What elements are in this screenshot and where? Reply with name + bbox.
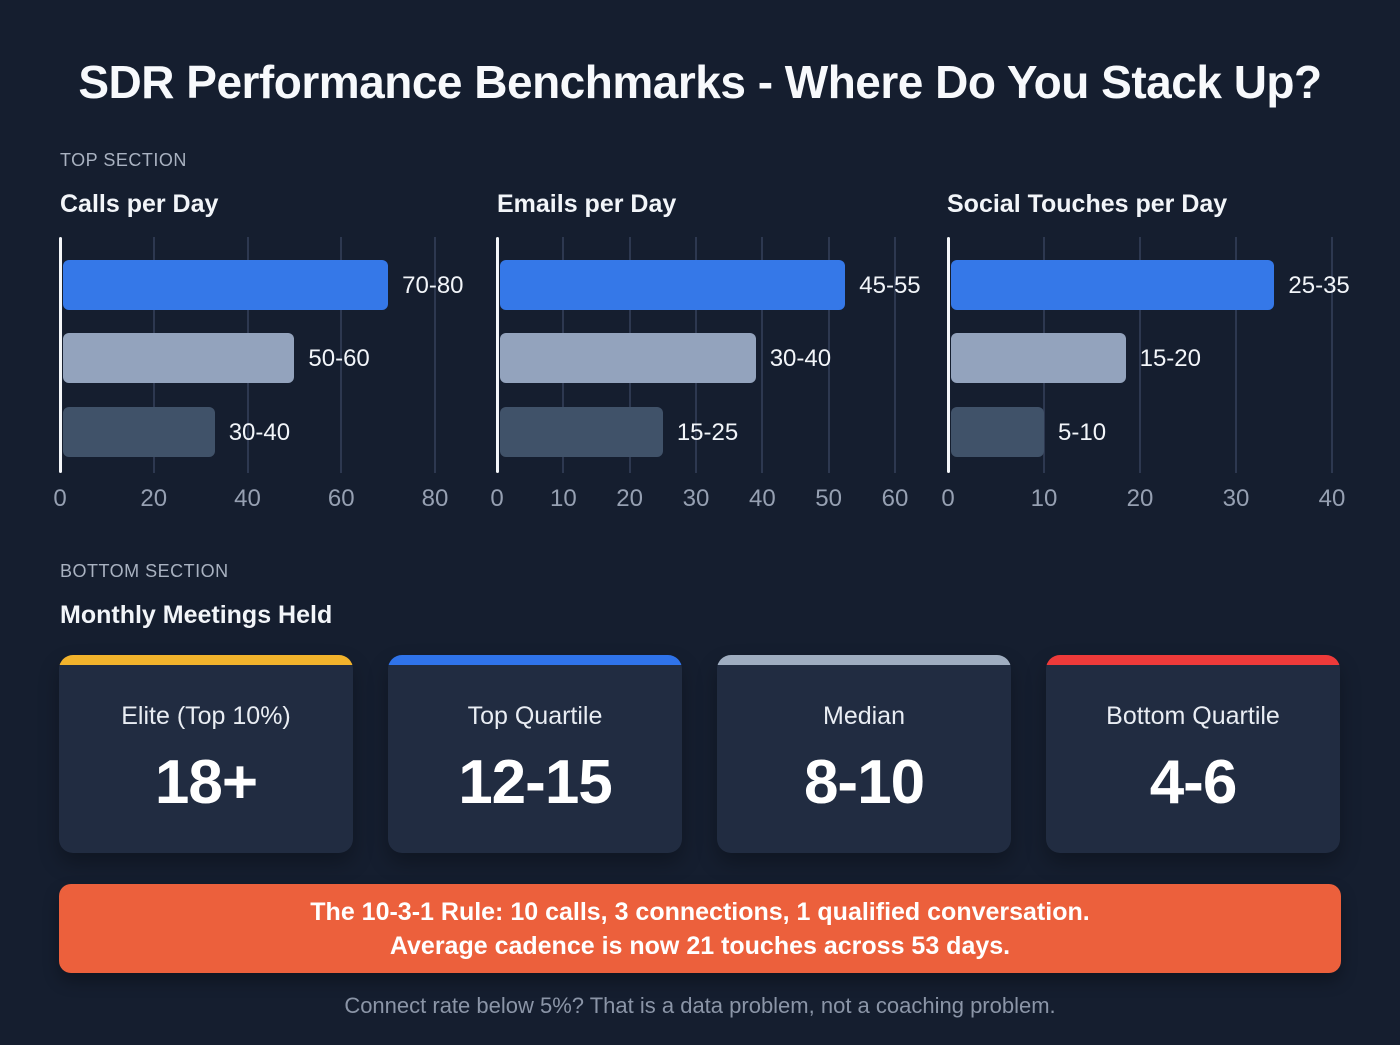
chart-plot-area: 0 20 40 60 80 70-80 50-60 30-40 bbox=[53, 237, 464, 512]
axis-tick-label: 0 bbox=[490, 485, 504, 512]
gridline bbox=[1139, 237, 1141, 473]
banner-line-1: The 10-3-1 Rule: 10 calls, 3 connections… bbox=[310, 897, 1090, 926]
axis-tick-label: 20 bbox=[616, 485, 644, 512]
bar bbox=[63, 407, 215, 457]
card-value: 12-15 bbox=[458, 748, 613, 817]
meetings-cards-row: Elite (Top 10%) 18+ Top Quartile 12-15 M… bbox=[59, 655, 1341, 853]
gridline bbox=[1235, 237, 1237, 473]
axis-tick-label: 30 bbox=[1222, 485, 1250, 512]
bar bbox=[500, 260, 846, 310]
axis-tick-label: 0 bbox=[941, 485, 955, 512]
bar-value-label: 30-40 bbox=[228, 419, 291, 446]
gridline bbox=[1331, 237, 1333, 473]
card-top-quartile: Top Quartile 12-15 bbox=[388, 655, 682, 853]
axis-tick-label: 40 bbox=[1318, 485, 1346, 512]
chart-title: Calls per Day bbox=[60, 190, 219, 218]
card-label: Bottom Quartile bbox=[1106, 702, 1280, 730]
bar bbox=[500, 333, 756, 383]
chart-emails-per-day: Emails per Day 0 10 20 30 40 50 60 45-55 30-40 15… bbox=[490, 190, 920, 512]
bar-value-label: 15-20 bbox=[1139, 345, 1201, 372]
gridline bbox=[827, 237, 830, 473]
card-median: Median 8-10 bbox=[717, 655, 1011, 853]
card-accent-strip bbox=[1046, 655, 1340, 665]
page-title: SDR Performance Benchmarks - Where Do Yo… bbox=[78, 56, 1322, 108]
chart-plot-area: 0 10 20 30 40 25-35 15-20 5-10 bbox=[941, 237, 1350, 512]
y-axis-line bbox=[947, 237, 950, 473]
gridline bbox=[340, 237, 343, 473]
axis-tick-label: 60 bbox=[327, 485, 355, 512]
card-bottom-quartile: Bottom Quartile 4-6 bbox=[1046, 655, 1340, 853]
card-label: Top Quartile bbox=[467, 702, 603, 730]
bar bbox=[63, 260, 389, 310]
bottom-heading: Monthly Meetings Held bbox=[60, 601, 333, 629]
axis-tick-label: 40 bbox=[234, 485, 261, 512]
axis-tick-label: 0 bbox=[53, 485, 67, 512]
chart-plot-area: 0 10 20 30 40 50 60 45-55 30-40 15-25 bbox=[490, 237, 921, 512]
gridline bbox=[761, 237, 764, 473]
chart-calls-per-day: Calls per Day 0 20 40 60 80 70-80 50-60 30-40 bbox=[53, 190, 463, 512]
bar-value-label: 30-40 bbox=[769, 345, 832, 372]
axis-tick-label: 20 bbox=[1126, 485, 1154, 512]
rule-banner: The 10-3-1 Rule: 10 calls, 3 connections… bbox=[59, 884, 1341, 973]
axis-tick-label: 30 bbox=[682, 485, 710, 512]
axis-tick-label: 20 bbox=[140, 485, 168, 512]
card-value: 4-6 bbox=[1149, 748, 1238, 817]
bar bbox=[951, 333, 1126, 383]
card-accent-strip bbox=[717, 655, 1011, 665]
banner-line-2: Average cadence is now 21 touches across… bbox=[389, 931, 1011, 960]
bar-value-label: 50-60 bbox=[308, 345, 370, 372]
axis-tick-label: 50 bbox=[815, 485, 843, 512]
card-value: 8-10 bbox=[803, 748, 925, 817]
card-value: 18+ bbox=[154, 748, 258, 817]
bar-value-label: 5-10 bbox=[1058, 419, 1107, 446]
bar bbox=[63, 333, 295, 383]
y-axis-line bbox=[496, 237, 499, 473]
card-elite: Elite (Top 10%) 18+ bbox=[59, 655, 353, 853]
chart-title: Social Touches per Day bbox=[947, 190, 1228, 218]
chart-social-touches-per-day: Social Touches per Day 0 10 20 30 40 25-35 15-… bbox=[941, 190, 1349, 512]
axis-tick-label: 10 bbox=[549, 485, 577, 512]
chart-title: Emails per Day bbox=[497, 190, 677, 218]
y-axis-line bbox=[59, 237, 62, 473]
bottom-section-label: BOTTOM SECTION bbox=[60, 561, 229, 581]
bar-value-label: 15-25 bbox=[676, 419, 739, 446]
bar-value-label: 70-80 bbox=[402, 272, 464, 299]
axis-tick-label: 10 bbox=[1030, 485, 1058, 512]
axis-tick-label: 80 bbox=[421, 485, 449, 512]
bar bbox=[951, 407, 1044, 457]
card-label: Median bbox=[823, 702, 905, 730]
card-label: Elite (Top 10%) bbox=[121, 702, 291, 730]
axis-tick-label: 60 bbox=[881, 485, 909, 512]
footer-note: Connect rate below 5%? That is a data pr… bbox=[344, 993, 1056, 1018]
bar-value-label: 45-55 bbox=[859, 272, 921, 299]
top-section-label: TOP SECTION bbox=[60, 150, 187, 170]
bar bbox=[951, 260, 1275, 310]
gridline bbox=[894, 237, 896, 473]
bar bbox=[500, 407, 663, 457]
axis-tick-label: 40 bbox=[748, 485, 776, 512]
card-accent-strip bbox=[388, 655, 682, 665]
gridline bbox=[434, 237, 436, 473]
card-accent-strip bbox=[59, 655, 353, 665]
bar-value-label: 25-35 bbox=[1288, 272, 1350, 299]
